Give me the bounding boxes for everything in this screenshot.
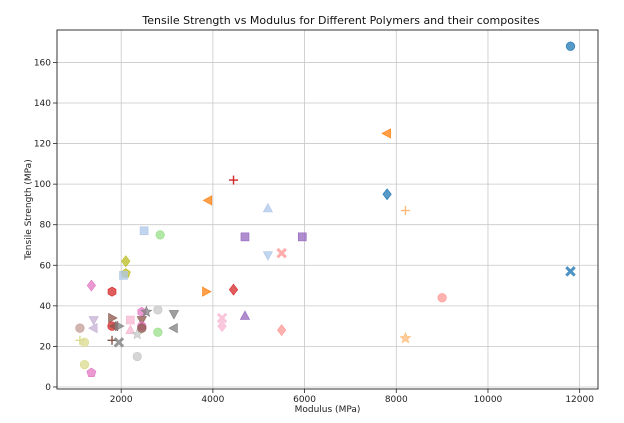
x-tick-label: 4000	[201, 395, 224, 405]
data-point-tri-right	[108, 312, 118, 324]
data-point-plus	[400, 206, 410, 216]
x-tick-label: 2000	[110, 395, 133, 405]
y-tick-label: 0	[45, 383, 51, 393]
data-point-circle	[79, 337, 90, 347]
data-point-circle	[132, 351, 142, 362]
data-point-circle	[137, 323, 147, 333]
data-point-square	[119, 271, 128, 280]
data-point-diamond	[228, 283, 239, 296]
data-point-diamond	[382, 188, 392, 201]
y-tick-label: 100	[34, 180, 51, 190]
point-layer	[75, 41, 576, 377]
data-point-tri-left	[88, 323, 98, 334]
data-point-square	[126, 315, 135, 325]
data-point-diamond	[86, 279, 96, 292]
x-tick-label: 8000	[385, 395, 408, 405]
data-point-pentagon	[86, 367, 97, 377]
data-point-tri-down	[168, 310, 180, 320]
y-tick-label: 60	[40, 261, 52, 271]
data-point-diamond	[121, 255, 131, 268]
y-axis-label: Tensile Strength (MPa)	[24, 159, 34, 260]
data-point-x	[565, 266, 576, 277]
data-point-circle	[79, 360, 90, 370]
data-point-square	[139, 226, 149, 236]
chart-title: Tensile Strength vs Modulus for Differen…	[141, 14, 539, 27]
data-point-square	[297, 232, 307, 242]
data-point-tri-left	[202, 195, 213, 206]
data-point-tri-up	[239, 310, 251, 320]
data-point-tri-up	[125, 324, 136, 334]
data-point-tri-left	[168, 323, 178, 334]
data-point-tri-down	[88, 316, 99, 326]
data-point-circle	[565, 41, 576, 51]
data-point-x	[276, 247, 287, 259]
y-tick-label: 120	[34, 140, 51, 150]
x-tick-label: 6000	[293, 395, 316, 405]
y-tick-label: 160	[34, 58, 51, 68]
data-point-tri-right	[202, 286, 212, 297]
y-tick-label: 40	[40, 302, 52, 312]
y-tick-label: 20	[40, 342, 52, 352]
plot-frame	[56, 29, 599, 390]
data-point-tri-up	[262, 202, 274, 213]
data-point-tri-right	[115, 321, 125, 332]
data-point-x	[113, 337, 125, 348]
x-tick-label: 10000	[474, 395, 503, 405]
data-point-tri-left	[381, 128, 391, 139]
tick-layer: 2000 4000 6000 8000 10000 12000 0 20 40 60 80 100 12…	[34, 58, 594, 405]
x-tick-label: 12000	[565, 395, 594, 405]
data-point-circle	[437, 293, 447, 303]
y-tick-label: 80	[40, 221, 52, 231]
data-point-tri-down	[136, 316, 147, 326]
data-point-diamond	[277, 324, 287, 337]
data-point-diamond	[217, 320, 227, 333]
data-point-tri-down	[262, 251, 274, 261]
data-point-circle	[155, 230, 165, 240]
x-axis-label: Modulus (MPa)	[295, 405, 361, 415]
data-point-plus	[229, 175, 239, 185]
data-point-hexagon	[107, 286, 117, 297]
data-point-circle	[153, 327, 163, 337]
grid-layer	[57, 30, 598, 389]
y-tick-label: 140	[34, 99, 51, 109]
data-point-circle	[153, 305, 163, 315]
data-point-square	[240, 232, 250, 242]
data-point-star	[140, 305, 153, 318]
data-point-circle	[75, 323, 85, 333]
data-point-star	[399, 332, 412, 344]
data-point-x	[216, 312, 228, 324]
